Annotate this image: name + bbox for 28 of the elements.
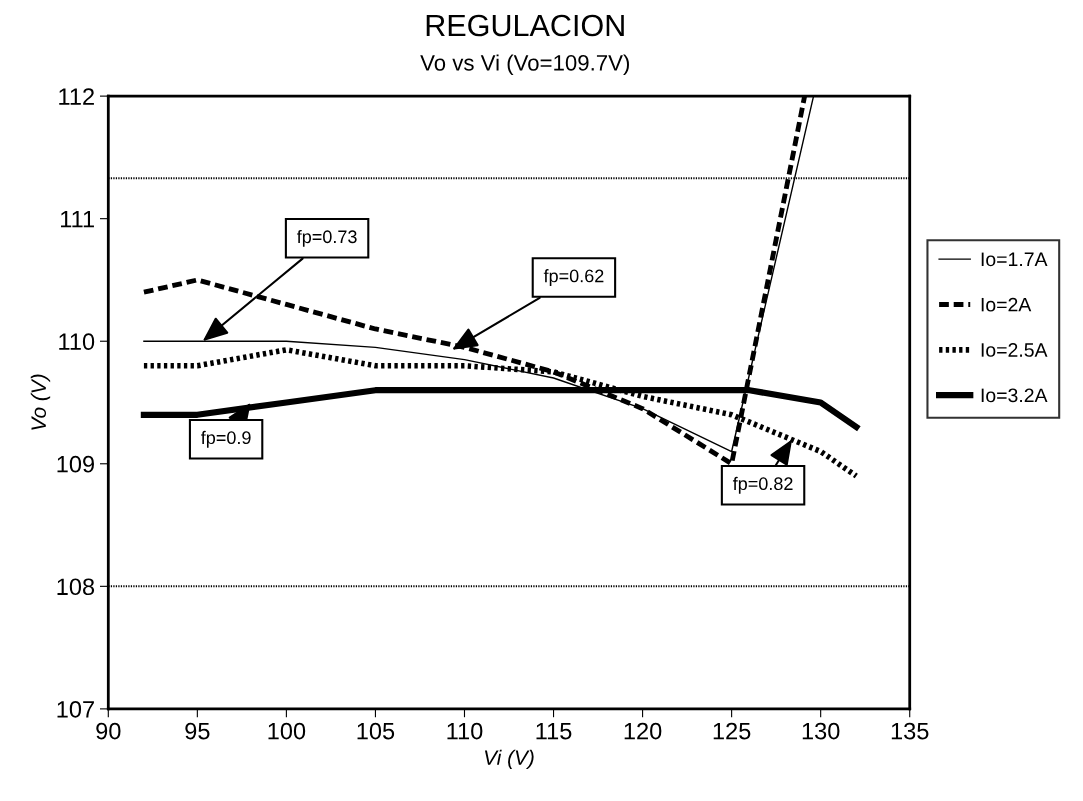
x-tick-label: 135 — [891, 722, 929, 740]
x-tick-label: 110 — [447, 722, 483, 740]
x-tick-label: 95 — [185, 722, 210, 740]
x-tick-label: 130 — [802, 722, 840, 740]
y-tick-label: 109 — [57, 455, 94, 473]
chart-subtitle: Vo vs Vi (Vo=109.7V) — [420, 54, 629, 76]
y-tick-label: 108 — [57, 578, 95, 596]
chart-title: REGULACION — [426, 14, 624, 37]
x-tick-label: 90 — [96, 722, 121, 740]
legend-label: Io=2.5A — [981, 343, 1048, 357]
annotation: fp=0.82 — [732, 476, 793, 494]
annotation: fp=0.9 — [201, 430, 251, 448]
legend-label: Io=1.7A — [981, 252, 1048, 267]
x-tick-label: 115 — [536, 722, 572, 740]
y-tick-label: 110 — [59, 333, 95, 351]
x-tick-label: 100 — [268, 722, 306, 740]
y-tick-label: 107 — [57, 700, 94, 718]
y-axis-title: Vo (V) — [30, 374, 51, 430]
x-tick-label: 125 — [713, 722, 751, 740]
y-tick-label: 112 — [59, 88, 94, 105]
x-axis-title: Vi (V) — [484, 749, 534, 770]
x-tick-label: 105 — [357, 722, 395, 740]
legend-label: Io=2A — [981, 297, 1032, 312]
legend-label: Io=3.2A — [981, 388, 1048, 403]
x-tick-label: 120 — [624, 722, 662, 740]
annotation: fp=0.62 — [543, 269, 604, 286]
y-tick-label: 111 — [61, 210, 94, 228]
annotation: fp=0.73 — [296, 229, 357, 247]
